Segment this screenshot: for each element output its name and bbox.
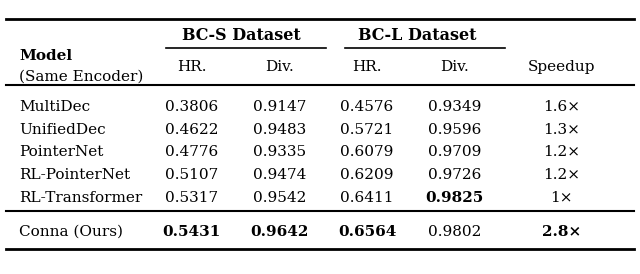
- Text: Div.: Div.: [440, 60, 469, 74]
- Text: 0.9825: 0.9825: [426, 191, 484, 205]
- Text: 0.9726: 0.9726: [428, 168, 481, 182]
- Text: 0.9642: 0.9642: [250, 225, 308, 239]
- Text: MultiDec: MultiDec: [19, 100, 90, 114]
- Text: 0.4576: 0.4576: [340, 100, 394, 114]
- Text: BC-S Dataset: BC-S Dataset: [182, 27, 301, 44]
- Text: 0.9596: 0.9596: [428, 123, 481, 137]
- Text: PointerNet: PointerNet: [19, 145, 103, 159]
- Text: 0.5721: 0.5721: [340, 123, 394, 137]
- Text: 0.9709: 0.9709: [428, 145, 481, 159]
- Text: 0.4622: 0.4622: [164, 123, 218, 137]
- Text: 1.3×: 1.3×: [543, 123, 580, 137]
- Text: 1.6×: 1.6×: [543, 100, 580, 114]
- Text: 0.5107: 0.5107: [164, 168, 218, 182]
- Text: RL-Transformer: RL-Transformer: [19, 191, 142, 205]
- Text: 0.4776: 0.4776: [164, 145, 218, 159]
- Text: 0.9802: 0.9802: [428, 225, 481, 239]
- Text: Model: Model: [19, 49, 72, 64]
- Text: 0.9483: 0.9483: [253, 123, 306, 137]
- Text: Div.: Div.: [265, 60, 294, 74]
- Text: Speedup: Speedup: [528, 60, 595, 74]
- Text: 0.6209: 0.6209: [340, 168, 394, 182]
- Text: 0.9147: 0.9147: [253, 100, 306, 114]
- Text: RL-PointerNet: RL-PointerNet: [19, 168, 130, 182]
- Text: 2.8×: 2.8×: [542, 225, 581, 239]
- Text: Conna (Ours): Conna (Ours): [19, 225, 123, 239]
- Text: 0.9349: 0.9349: [428, 100, 481, 114]
- Text: 0.6079: 0.6079: [340, 145, 394, 159]
- Text: (Same Encoder): (Same Encoder): [19, 70, 143, 84]
- Text: 1.2×: 1.2×: [543, 145, 580, 159]
- Text: 0.9474: 0.9474: [253, 168, 306, 182]
- Text: 0.5317: 0.5317: [165, 191, 218, 205]
- Text: 0.3806: 0.3806: [164, 100, 218, 114]
- Text: HR.: HR.: [352, 60, 382, 74]
- Text: 1.2×: 1.2×: [543, 168, 580, 182]
- Text: UnifiedDec: UnifiedDec: [19, 123, 106, 137]
- Text: 0.9542: 0.9542: [253, 191, 306, 205]
- Text: 0.5431: 0.5431: [162, 225, 221, 239]
- Text: 1×: 1×: [550, 191, 573, 205]
- Text: BC-L Dataset: BC-L Dataset: [358, 27, 476, 44]
- Text: HR.: HR.: [177, 60, 206, 74]
- Text: 0.6411: 0.6411: [340, 191, 394, 205]
- Text: 0.9335: 0.9335: [253, 145, 306, 159]
- Text: 0.6564: 0.6564: [338, 225, 396, 239]
